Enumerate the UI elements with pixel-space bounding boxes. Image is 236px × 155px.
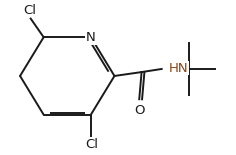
Text: Cl: Cl	[23, 4, 36, 17]
Text: O: O	[134, 104, 144, 117]
Text: Cl: Cl	[85, 138, 99, 151]
Text: HN: HN	[169, 62, 188, 75]
Text: N: N	[86, 31, 96, 44]
